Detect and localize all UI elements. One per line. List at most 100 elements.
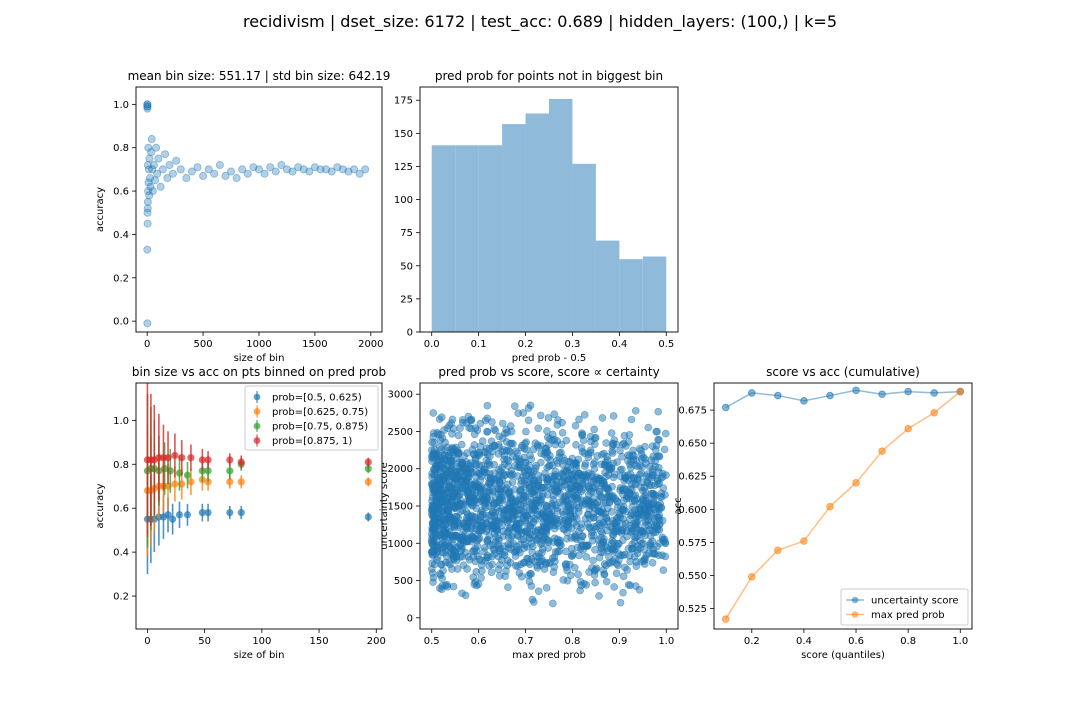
data-point [582, 541, 591, 550]
data-point [652, 523, 661, 532]
data-point [556, 538, 564, 547]
data-point [661, 552, 670, 561]
y-tick-label: 0.575 [678, 538, 707, 549]
data-point [654, 407, 663, 416]
data-point [144, 178, 153, 187]
data-point [481, 447, 489, 456]
data-point [182, 174, 191, 183]
data-point [572, 441, 580, 449]
x-tick-label: 0 [144, 339, 150, 350]
data-point [878, 390, 886, 399]
data-point [294, 163, 303, 172]
data-point [467, 525, 476, 534]
data-point [484, 535, 492, 544]
data-point [152, 143, 161, 152]
data-point [488, 560, 496, 569]
data-point [238, 165, 247, 174]
data-point [226, 456, 234, 464]
legend-swatch-marker [851, 611, 859, 618]
y-tick-label: 50 [400, 261, 413, 272]
data-point [550, 474, 558, 483]
x-tick-label: 0.3 [565, 339, 581, 350]
data-point [305, 167, 314, 176]
data-point [618, 465, 626, 474]
data-point [221, 171, 230, 180]
data-point [299, 165, 308, 174]
data-point [525, 533, 534, 542]
data-point [644, 423, 653, 432]
x-tick-label: 0 [144, 636, 150, 647]
y-tick-label: 175 [394, 96, 413, 107]
data-point [338, 165, 347, 174]
x-tick-label: 0.4 [796, 636, 812, 647]
x-tick-label: 50 [198, 636, 211, 647]
data-point [428, 451, 437, 459]
data-point [536, 512, 544, 520]
data-point [606, 559, 615, 567]
data-point [578, 496, 587, 505]
data-point [619, 572, 628, 581]
data-point [168, 169, 177, 178]
data-point [143, 161, 152, 170]
data-point [361, 165, 370, 174]
data-point [649, 471, 657, 480]
data-point [462, 500, 471, 509]
data-point [654, 435, 662, 444]
data-point [199, 171, 208, 180]
data-point [571, 421, 580, 430]
data-point [653, 542, 661, 551]
data-point [774, 391, 782, 400]
legend-label: uncertainty score [871, 596, 959, 607]
data-point [145, 191, 154, 200]
data-point [535, 496, 543, 504]
y-tick-label: 0.4 [113, 230, 129, 241]
data-point [226, 467, 234, 475]
data-point [549, 568, 558, 577]
data-point [616, 513, 625, 522]
data-point [644, 516, 653, 524]
data-point [435, 443, 444, 452]
data-point [436, 491, 444, 500]
data-point [204, 508, 212, 517]
data-point [454, 513, 463, 522]
data-point [148, 165, 157, 174]
data-point [478, 567, 486, 575]
data-point [607, 429, 616, 437]
data-point [589, 514, 598, 522]
data-point [632, 456, 641, 464]
plot-area [136, 87, 382, 332]
data-point [852, 386, 860, 395]
chart-title: pred prob vs score, score ∝ certainty [438, 365, 659, 379]
data-point [616, 472, 625, 481]
data-point [826, 502, 834, 511]
data-point [237, 508, 245, 517]
x-tick-label: 0.5 [658, 339, 674, 350]
data-point [266, 163, 275, 172]
data-point [622, 494, 631, 503]
data-point [143, 245, 152, 254]
data-point [467, 424, 475, 433]
data-point [612, 440, 621, 449]
y-tick-label: 2000 [388, 464, 413, 475]
legend-label: prob=[0.625, 0.75) [272, 407, 368, 418]
x-tick-label: 1000 [246, 339, 271, 350]
data-point [904, 424, 912, 433]
data-point [504, 583, 512, 592]
data-point [555, 547, 563, 556]
data-point [436, 472, 445, 481]
histogram-bar [478, 145, 503, 332]
data-point [148, 187, 157, 196]
data-point [956, 387, 965, 396]
histogram-bar [595, 240, 620, 332]
data-point [496, 572, 504, 580]
data-point [428, 504, 437, 512]
data-point [562, 497, 571, 506]
data-point [609, 459, 618, 468]
data-point [143, 204, 152, 213]
data-point [498, 419, 507, 428]
data-point [641, 531, 649, 540]
data-point [878, 447, 886, 455]
data-point [618, 452, 626, 461]
data-point [513, 515, 522, 524]
